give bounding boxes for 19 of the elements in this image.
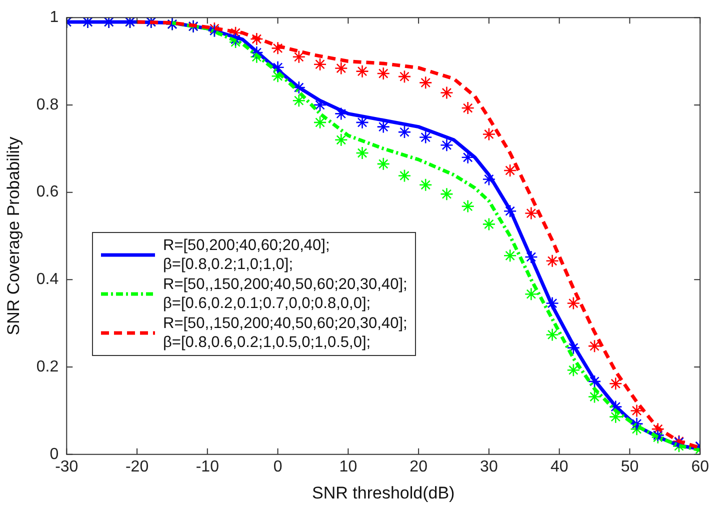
y-tick-label: 0.8 (36, 96, 59, 114)
legend-label: R=[50,,150,200;40,50,60;20,30,40]; β=[0.8,0.6,0.2;1,0.5,0;1,0.5,0]; (163, 314, 408, 352)
x-tick-label: 0 (273, 458, 282, 476)
x-tick-label: 10 (339, 458, 358, 476)
x-tick-label: -20 (125, 458, 149, 476)
y-tick-label: 0.2 (36, 358, 59, 376)
x-tick-label: 30 (480, 458, 498, 476)
x-tick-label: 50 (620, 458, 639, 476)
y-tick-label: 0.6 (36, 184, 59, 201)
x-tick-label: 20 (410, 458, 428, 476)
y-tick-label: 1 (50, 9, 59, 26)
legend-label: R=[50,200;40,60;20,40]; β=[0.8,0.2;1,0;1,0]; (163, 236, 330, 274)
legend-label: R=[50,,150,200;40,50,60;20,30,40]; β=[0.6,0.2,0.1;0.7,0,0;0.8,0,0]; (163, 275, 408, 313)
y-tick-label: 0.4 (36, 271, 59, 288)
x-tick-label: -10 (196, 458, 220, 476)
x-axis-title: SNR threshold(dB) (312, 483, 455, 502)
y-axis-title: SNR Coverage Probability (4, 136, 23, 336)
x-tick-label: 40 (550, 458, 568, 476)
x-tick-label: 60 (691, 458, 710, 476)
